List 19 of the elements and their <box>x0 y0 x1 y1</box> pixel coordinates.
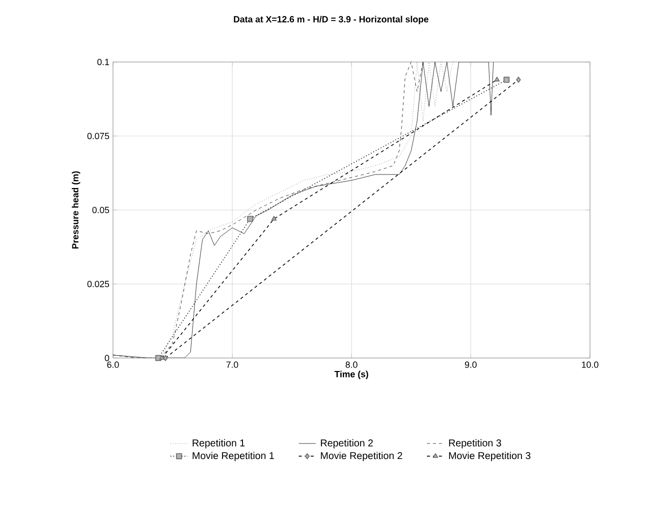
x-tick-label: 6.0 <box>107 362 119 368</box>
y-tick-label: 0.05 <box>92 206 110 214</box>
legend-label: Repetition 2 <box>320 439 373 448</box>
y-axis-title: Pressure head (m) <box>72 171 80 249</box>
y-tick-label: 0.075 <box>87 132 110 140</box>
y-tick-label: 0.025 <box>87 280 110 288</box>
y-tick-label: 0 <box>104 354 110 362</box>
legend-label: Movie Repetition 1 <box>192 452 274 462</box>
chart-title: Data at X=12.6 m - H/D = 3.9 - Horizontal slope <box>234 16 428 24</box>
legend-label: Movie Repetition 3 <box>449 452 530 462</box>
legend-label: Movie Repetition 2 <box>320 452 402 462</box>
y-tick-label: 0.1 <box>97 58 110 66</box>
x-axis-title: Time (s) <box>334 370 368 380</box>
x-tick-label: 10.0 <box>582 362 598 368</box>
x-tick-label: 9.0 <box>464 362 477 368</box>
x-tick-label: 8.0 <box>346 362 358 368</box>
x-tick-label: 7.0 <box>226 362 238 368</box>
legend-label: Repetition 3 <box>449 439 502 448</box>
legend-label: Repetition 1 <box>192 439 245 448</box>
